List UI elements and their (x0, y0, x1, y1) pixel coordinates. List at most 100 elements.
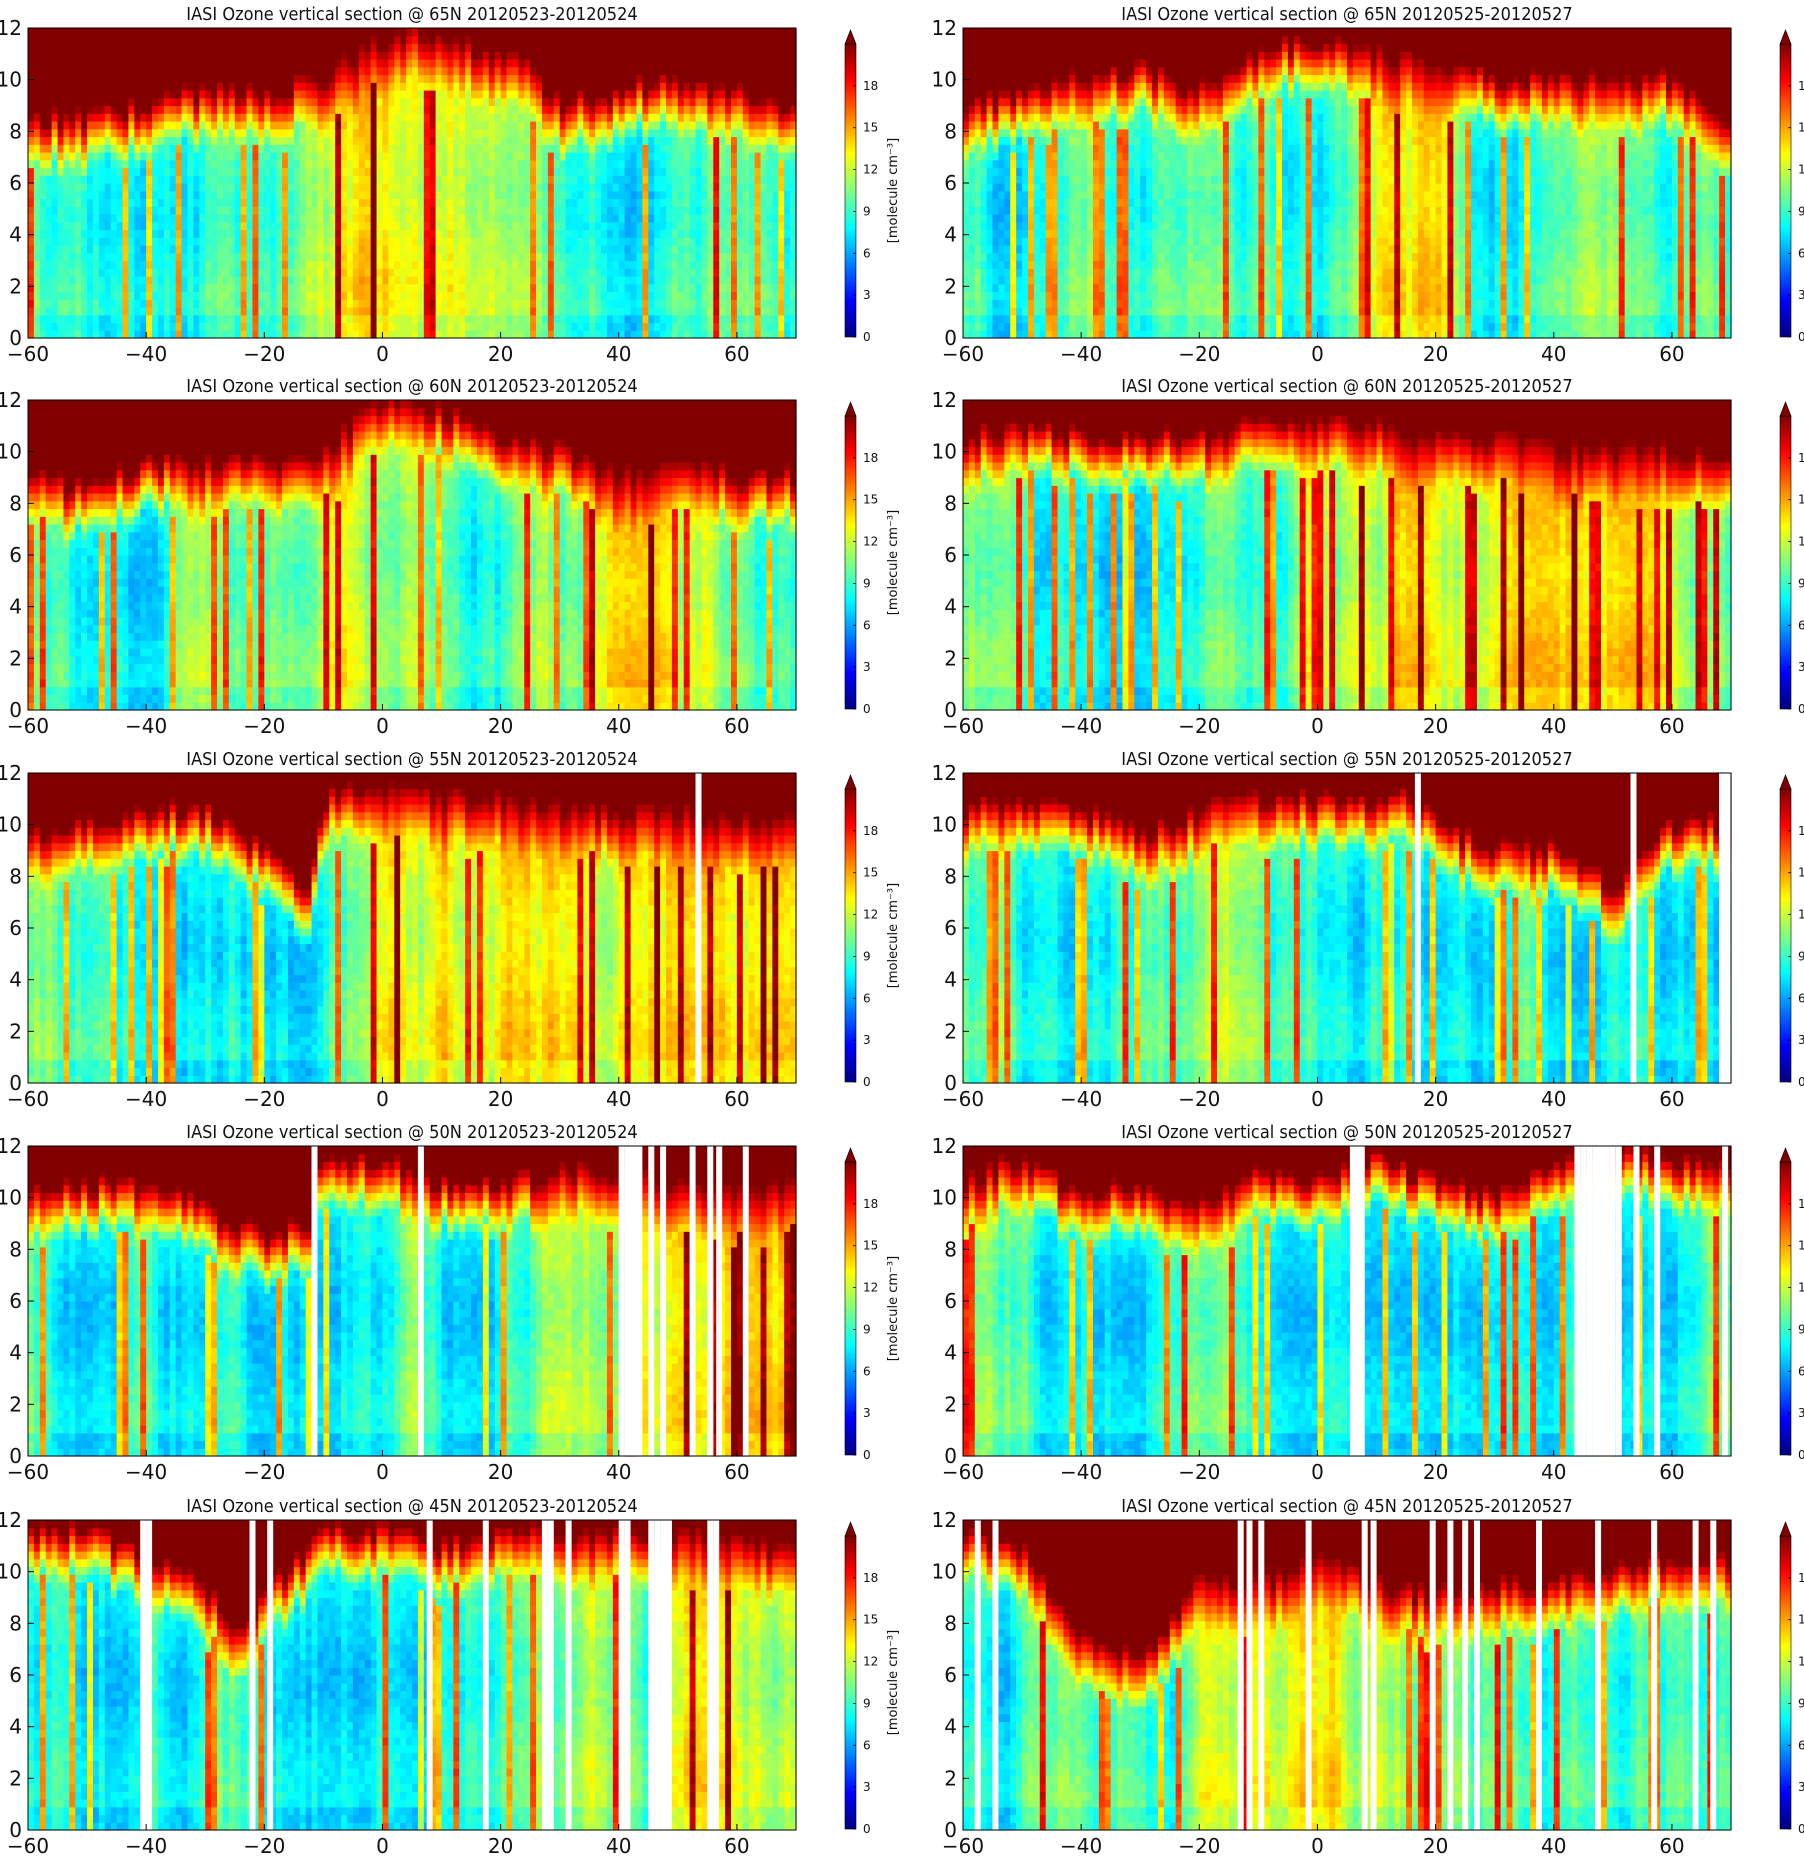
heatmap-cell (176, 222, 183, 230)
heatmap-cell (28, 323, 35, 331)
heatmap-cell (678, 175, 685, 183)
heatmap-cell (377, 292, 384, 300)
heatmap-cell (636, 82, 643, 90)
heatmap-cell (631, 299, 638, 307)
heatmap-cell (660, 307, 667, 315)
heatmap-cell (412, 191, 419, 199)
heatmap-cell (371, 152, 378, 160)
heatmap-cell (524, 129, 531, 137)
heatmap-cell (642, 183, 649, 191)
heatmap-cell (719, 106, 726, 114)
heatmap-cell (453, 67, 460, 75)
heatmap-cell (654, 36, 661, 44)
heatmap-cell (276, 292, 283, 300)
heatmap-cell (654, 183, 661, 191)
heatmap-cell (300, 113, 307, 121)
heatmap-cell (642, 168, 649, 176)
heatmap-cell (134, 284, 141, 292)
heatmap-cell (205, 121, 212, 129)
heatmap-cell (276, 106, 283, 114)
heatmap-cell (761, 75, 768, 83)
heatmap-cell (117, 276, 124, 284)
heatmap-cell (672, 315, 679, 323)
heatmap-cell (46, 191, 53, 199)
heatmap-cell (412, 323, 419, 331)
heatmap-cell (465, 214, 472, 222)
heatmap-cell (93, 67, 100, 75)
heatmap-cell (235, 315, 242, 323)
heatmap-cell (258, 137, 265, 145)
heatmap-cell (507, 121, 514, 129)
heatmap-cell (359, 222, 366, 230)
heatmap-cell (388, 237, 395, 245)
heatmap-cell (601, 315, 608, 323)
heatmap-cell (199, 106, 206, 114)
heatmap-cell (193, 137, 200, 145)
heatmap-cell (536, 121, 543, 129)
heatmap-cell (595, 67, 602, 75)
heatmap-cell (566, 284, 573, 292)
heatmap-cell (123, 98, 130, 106)
heatmap-cell (377, 307, 384, 315)
heatmap-cell (631, 199, 638, 207)
heatmap-cell (678, 98, 685, 106)
heatmap-cell (654, 323, 661, 331)
heatmap-cell (489, 67, 496, 75)
heatmap-cell (495, 152, 502, 160)
heatmap-cell (672, 206, 679, 214)
heatmap-cell (28, 90, 35, 98)
heatmap-cell (353, 183, 360, 191)
heatmap-cell (447, 183, 454, 191)
heatmap-cell (607, 268, 614, 276)
heatmap-cell (341, 214, 348, 222)
heatmap-cell (235, 191, 242, 199)
heatmap-cell (566, 59, 573, 67)
heatmap-cell (58, 67, 65, 75)
heatmap-cell (229, 307, 236, 315)
heatmap-cell (560, 261, 567, 269)
heatmap-cell (146, 183, 153, 191)
heatmap-cell (447, 67, 454, 75)
heatmap-cell (58, 206, 65, 214)
heatmap-cell (270, 206, 277, 214)
heatmap-cell (672, 51, 679, 59)
heatmap-cell (199, 82, 206, 90)
heatmap-cell (459, 261, 466, 269)
heatmap-cell (501, 129, 508, 137)
heatmap-cell (631, 253, 638, 261)
heatmap-cell (631, 315, 638, 323)
heatmap-cell (312, 261, 319, 269)
heatmap-cell (388, 51, 395, 59)
heatmap-cell (542, 90, 549, 98)
heatmap-cell (105, 292, 112, 300)
heatmap-cell (554, 36, 561, 44)
heatmap-cell (300, 106, 307, 114)
heatmap-cell (453, 276, 460, 284)
heatmap-cell (75, 129, 82, 137)
heatmap-cell (347, 230, 354, 238)
heatmap-cell (205, 90, 212, 98)
heatmap-cell (288, 67, 295, 75)
heatmap-cell (158, 261, 165, 269)
heatmap-cell (223, 292, 230, 300)
heatmap-cell (105, 75, 112, 83)
heatmap-cell (406, 113, 413, 121)
heatmap-cell (554, 137, 561, 145)
heatmap-cell (636, 168, 643, 176)
heatmap-cell (719, 59, 726, 67)
heatmap-cell (223, 214, 230, 222)
heatmap-cell (69, 268, 76, 276)
heatmap-cell (453, 137, 460, 145)
heatmap-cell (188, 113, 195, 121)
heatmap-cell (34, 36, 41, 44)
heatmap-cell (583, 44, 590, 52)
heatmap-cell (406, 261, 413, 269)
heatmap-cell (548, 307, 555, 315)
heatmap-cell (134, 152, 141, 160)
heatmap-cell (524, 121, 531, 129)
heatmap-cell (601, 230, 608, 238)
heatmap-cell (329, 284, 336, 292)
heatmap-cell (743, 168, 750, 176)
heatmap-cell (117, 230, 124, 238)
heatmap-cell (158, 299, 165, 307)
